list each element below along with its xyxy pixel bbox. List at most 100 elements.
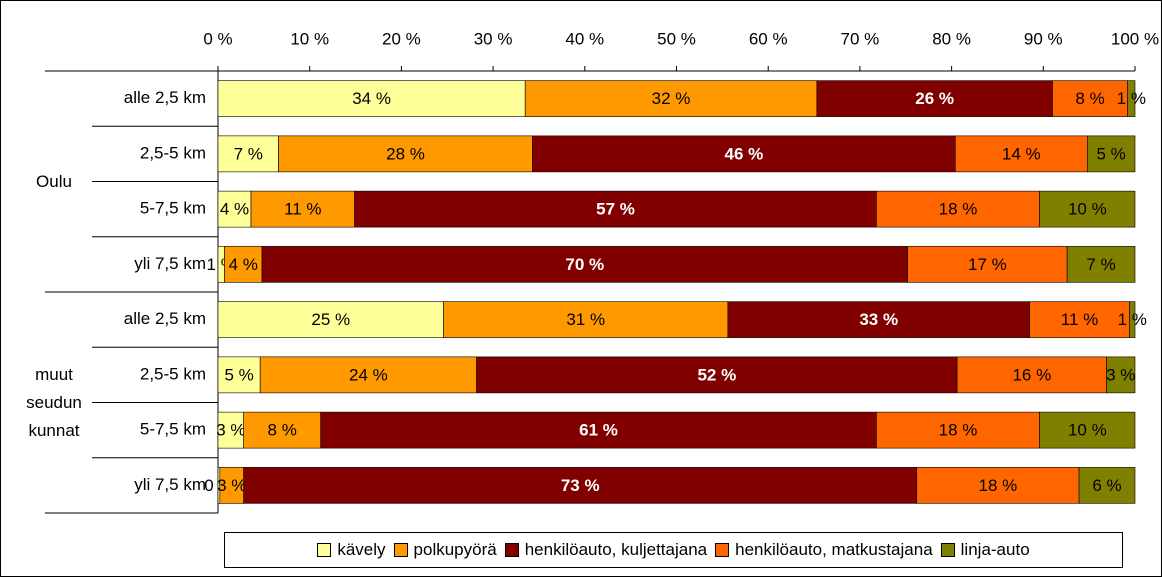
bar-segment [1087, 135, 1136, 173]
data-label: 14 % [1002, 144, 1041, 163]
legend-swatch [393, 543, 408, 557]
data-label: 52 % [697, 365, 736, 384]
bar-segment [476, 356, 958, 394]
y-tick-label: alle 2,5 km [124, 88, 206, 107]
bar-segment [217, 190, 252, 228]
data-label: 5 % [1097, 144, 1126, 163]
bar-segment [217, 80, 526, 117]
data-label: 18 % [979, 476, 1018, 495]
data-label: 61 % [579, 421, 618, 440]
legend-label: henkilöauto, kuljettajana [524, 540, 708, 559]
bar-segment [956, 356, 1107, 394]
legend-swatch [940, 543, 955, 557]
data-label: 3 % [216, 421, 245, 440]
data-label: 4 % [229, 255, 258, 274]
bar-segment [217, 411, 244, 449]
x-tick-label: 90 % [1024, 29, 1063, 48]
bar-segment [354, 190, 877, 228]
bar-segment [250, 190, 355, 228]
data-label: 1 % [1117, 89, 1146, 108]
legend-swatch [715, 543, 730, 557]
data-label: 8 % [1075, 89, 1104, 108]
y-tick-label: yli 7,5 km [134, 475, 206, 494]
data-label: 10 % [1068, 200, 1107, 219]
y-tick-label: yli 7,5 km [134, 254, 206, 273]
legend-label: henkilöauto, matkustajana [735, 540, 933, 559]
bar-segment [1039, 190, 1136, 228]
legend-item: polkupyörä [393, 540, 497, 560]
data-label: 6 % [1092, 476, 1121, 495]
bar-segment [1029, 301, 1130, 338]
data-label: 73 % [561, 476, 600, 495]
data-label: 70 % [565, 255, 604, 274]
legend-item: henkilöauto, kuljettajana [504, 540, 708, 560]
bar-segment [217, 301, 444, 338]
x-tick-label: 80 % [932, 29, 971, 48]
bar-segment [954, 135, 1088, 173]
bar-segment [217, 356, 261, 394]
bar-segment [532, 135, 956, 173]
x-tick-label: 50 % [657, 29, 696, 48]
bar-segment [816, 80, 1053, 117]
data-label: 24 % [349, 365, 388, 384]
y-tick-label: alle 2,5 km [124, 309, 206, 328]
y-tick-label: 5-7,5 km [140, 199, 206, 218]
legend-label: polkupyörä [413, 540, 497, 559]
data-label: 11 % [284, 200, 322, 219]
bar-segment [907, 246, 1068, 283]
data-label: 4 % [220, 200, 249, 219]
bar-segment [1078, 467, 1136, 504]
x-tick-label: 10 % [290, 29, 329, 48]
legend: kävely polkupyörä henkilöauto, kuljettajan… [224, 532, 1123, 568]
y-tick-label: 5-7,5 km [140, 420, 206, 439]
bar-segment [876, 411, 1040, 449]
data-label: 7 % [234, 144, 263, 163]
bar-segment [443, 301, 729, 338]
data-label: 18 % [939, 200, 978, 219]
data-label: 26 % [915, 89, 954, 108]
legend-item: kävely [317, 540, 386, 560]
data-label: 34 % [352, 89, 391, 108]
bar-segment [916, 467, 1080, 504]
x-tick-label: 0 % [203, 29, 232, 48]
legend-label: linja-auto [960, 540, 1030, 559]
y-tick-label: 2,5-5 km [140, 143, 206, 162]
data-label: 3 % [1106, 365, 1135, 384]
data-label: 16 % [1012, 365, 1051, 384]
bar-segment [261, 246, 908, 283]
bar-segment [1039, 411, 1136, 449]
data-label: 25 % [311, 310, 350, 329]
bar-segment [243, 411, 322, 449]
legend-label: kävely [337, 540, 386, 559]
data-label: 3 % [217, 476, 246, 495]
data-label: 7 % [1086, 255, 1115, 274]
x-tick-label: 60 % [749, 29, 788, 48]
legend-item: henkilöauto, matkustajana [715, 540, 933, 560]
group-label: muut seudun kunnat [26, 364, 82, 440]
x-tick-label: 100 % [1111, 29, 1159, 48]
bar-segment [524, 80, 818, 117]
data-label: 17 % [968, 255, 1007, 274]
x-tick-label: 20 % [382, 29, 421, 48]
bar-segment [1052, 80, 1128, 117]
legend-swatch [504, 543, 519, 557]
x-tick-label: 40 % [565, 29, 604, 48]
data-label: 33 % [859, 310, 898, 329]
bar-segment [1066, 246, 1136, 283]
data-label: 11 % [1061, 310, 1099, 329]
bar-segment [1106, 356, 1136, 394]
data-label: 1 % [1118, 310, 1147, 329]
legend-swatch [317, 543, 332, 557]
data-label: 57 % [596, 200, 635, 219]
data-label: 5 % [224, 365, 253, 384]
x-tick-label: 30 % [474, 29, 513, 48]
data-label: 46 % [725, 144, 764, 163]
data-label: 28 % [386, 144, 425, 163]
bar-segment [259, 356, 477, 394]
y-tick-label: 2,5-5 km [140, 364, 206, 383]
bar-segment [1127, 80, 1136, 117]
data-label: 18 % [939, 421, 978, 440]
data-label: 8 % [268, 421, 297, 440]
